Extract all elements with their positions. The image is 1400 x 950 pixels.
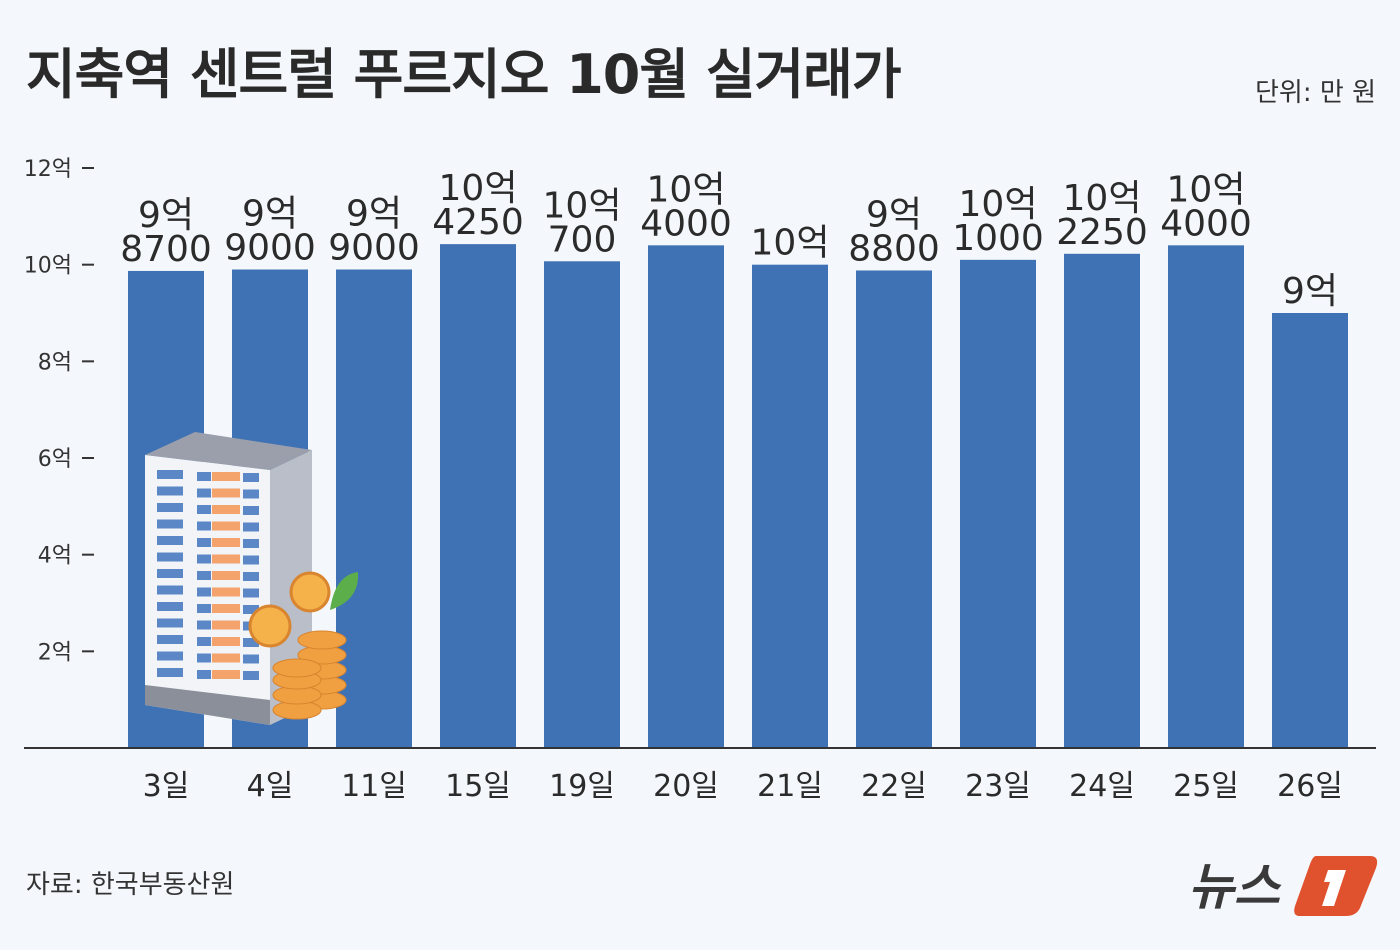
data-label: 9억 [346, 194, 402, 235]
data-label: 9억 [138, 195, 194, 236]
bar [960, 259, 1036, 748]
data-label: 4000 [640, 203, 732, 244]
y-tick-label: 4억 [38, 544, 72, 569]
bar [752, 264, 828, 748]
unit-label: 단위: 만 원 [1255, 78, 1376, 108]
data-label: 10억 [1167, 169, 1246, 210]
x-tick-label: 15일 [445, 769, 511, 804]
bar [440, 244, 516, 748]
x-tick-label: 4일 [247, 769, 294, 804]
data-label: 8700 [120, 229, 212, 270]
x-tick-label: 25일 [1173, 769, 1239, 804]
data-label: 10억 [543, 185, 622, 226]
y-tick-label: 6억 [38, 447, 72, 472]
data-label: 9억 [1282, 271, 1338, 312]
x-tick-label: 21일 [757, 769, 823, 804]
news1-logo: 뉴스 [1188, 856, 1378, 916]
data-label: 10억 [647, 169, 726, 210]
x-tick-label: 3일 [143, 769, 190, 804]
data-label: 8800 [848, 228, 940, 269]
bar [1168, 245, 1244, 749]
bar [1064, 253, 1140, 748]
data-label: 9억 [866, 194, 922, 235]
y-tick-label: 8억 [38, 350, 72, 375]
data-label: 10억 [1063, 178, 1142, 219]
bar [544, 261, 620, 748]
y-tick-label: 12억 [24, 157, 72, 182]
svg-text:뉴스: 뉴스 [1188, 858, 1282, 916]
data-label: 10억 [751, 223, 830, 264]
x-tick-label: 19일 [549, 769, 615, 804]
data-label: 10억 [959, 184, 1038, 225]
x-tick-label: 24일 [1069, 769, 1135, 804]
bar [336, 269, 412, 748]
data-label: 4250 [432, 202, 524, 243]
building-coins-illustration [145, 432, 359, 725]
bar [1272, 313, 1348, 748]
data-label: 10억 [439, 168, 518, 209]
bar [648, 245, 724, 749]
data-label: 2250 [1056, 212, 1148, 253]
data-label: 700 [548, 219, 617, 260]
data-label: 9000 [224, 228, 316, 269]
y-tick-label: 10억 [24, 254, 72, 279]
x-tick-label: 22일 [861, 769, 927, 804]
data-label: 1000 [952, 218, 1044, 259]
x-tick-label: 23일 [965, 769, 1031, 804]
y-tick-label: 2억 [38, 640, 72, 665]
source-label: 자료: 한국부동산원 [26, 870, 235, 900]
x-tick-label: 11일 [341, 769, 407, 804]
chart-title: 지축역 센트럴 푸르지오 10월 실거래가 [26, 43, 902, 106]
data-label: 9억 [242, 194, 298, 235]
x-tick-label: 20일 [653, 769, 719, 804]
bar [856, 270, 932, 748]
x-tick-label: 26일 [1277, 769, 1343, 804]
data-label: 9000 [328, 228, 420, 269]
data-label: 4000 [1160, 203, 1252, 244]
